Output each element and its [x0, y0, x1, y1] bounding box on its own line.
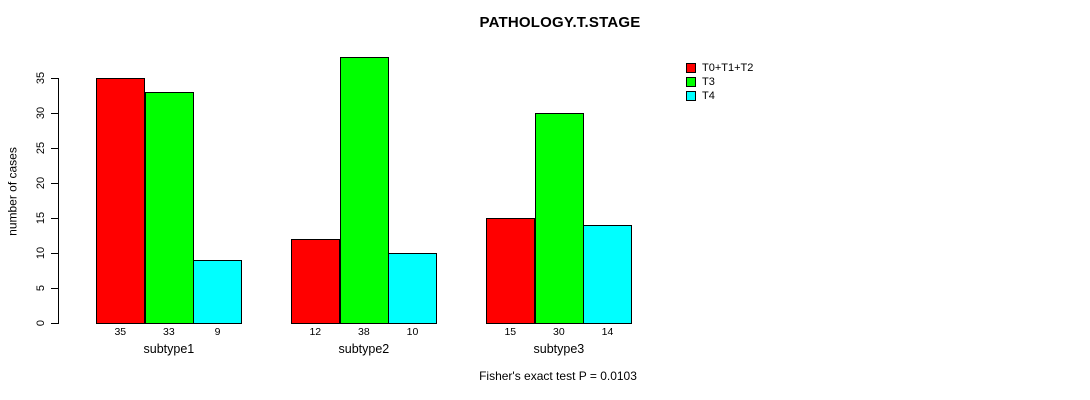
y-axis-tick	[51, 288, 58, 289]
y-axis-tick	[51, 183, 58, 184]
stat-annotation: Fisher's exact test P = 0.0103	[479, 369, 637, 383]
bar	[96, 78, 146, 324]
y-axis-tick-label: 35	[35, 71, 47, 85]
legend-swatch	[686, 77, 696, 87]
bar	[291, 239, 341, 324]
y-axis-tick	[51, 323, 58, 324]
legend-item: T4	[686, 89, 753, 103]
legend-label: T3	[702, 76, 715, 88]
x-axis-category-label: subtype1	[143, 342, 195, 356]
y-axis-tick-label: 10	[35, 246, 47, 260]
y-axis-tick-label: 0	[35, 319, 47, 327]
bar-value-label: 9	[214, 326, 221, 338]
legend: T0+T1+T2 T3 T4	[686, 61, 753, 103]
y-axis-tick	[51, 148, 58, 149]
bar	[193, 260, 243, 324]
legend-swatch	[686, 91, 696, 101]
bar-value-label: 33	[163, 326, 175, 338]
bar-value-label: 12	[309, 326, 322, 338]
bar	[339, 57, 389, 324]
legend-item: T3	[686, 75, 753, 89]
y-axis-tick-label: 30	[35, 106, 47, 120]
y-axis-tick-label: 20	[35, 176, 47, 190]
y-axis-tick-label: 25	[35, 141, 47, 155]
y-axis-line	[58, 78, 59, 324]
bar-value-label: 15	[504, 326, 517, 338]
x-axis-category-label: subtype3	[533, 342, 585, 356]
y-axis-tick	[51, 113, 58, 114]
bar	[486, 218, 536, 324]
legend-label: T0+T1+T2	[702, 62, 754, 74]
bar-value-label: 14	[601, 326, 614, 338]
bar	[144, 92, 194, 324]
bar-value-label: 30	[553, 326, 565, 338]
bar-value-label: 10	[406, 326, 419, 338]
bar-value-label: 35	[114, 326, 127, 338]
legend-swatch	[686, 63, 696, 73]
y-axis-tick	[51, 78, 58, 79]
legend-item: T0+T1+T2	[686, 61, 753, 75]
bar-value-label: 38	[358, 326, 370, 338]
y-axis-tick	[51, 218, 58, 219]
y-axis-tick	[51, 253, 58, 254]
bar	[388, 253, 438, 324]
x-axis-category-label: subtype2	[338, 342, 390, 356]
bar	[534, 113, 584, 324]
y-axis-tick-label: 5	[35, 284, 47, 292]
chart-title: PATHOLOGY.T.STAGE	[479, 14, 641, 31]
bar	[583, 225, 633, 324]
y-axis-tick-label: 15	[35, 211, 47, 225]
legend-label: T4	[702, 90, 715, 102]
